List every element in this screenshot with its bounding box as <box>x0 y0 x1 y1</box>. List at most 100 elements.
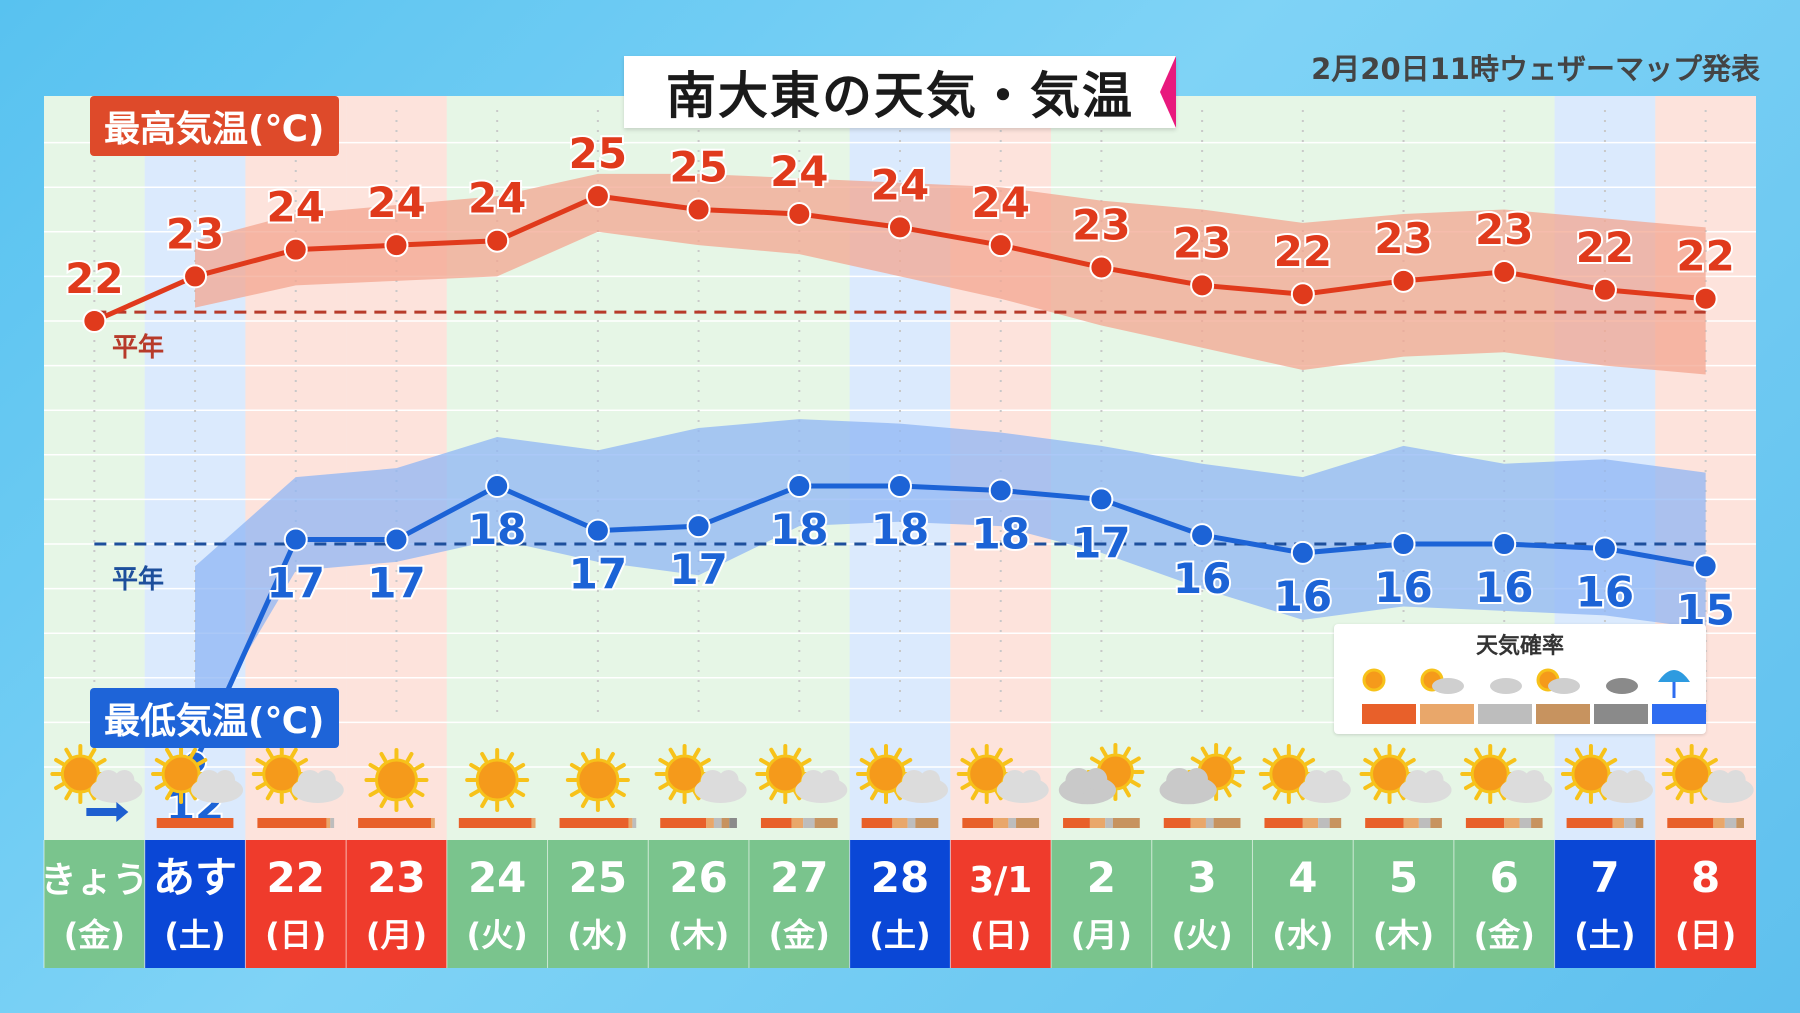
max-temp-band <box>195 173 1706 375</box>
issued-timestamp: 2月20日11時ウェザーマップ発表 <box>1311 52 1760 86</box>
sun-icon <box>1362 668 1386 692</box>
max-temp-value-label: 22 <box>1676 232 1734 281</box>
weather-probability-segment <box>791 818 804 828</box>
min-temp-value-label: 17 <box>1072 518 1130 567</box>
max-temp-point <box>1693 286 1718 311</box>
max-temp-point <box>1190 273 1215 298</box>
date-label: 23 <box>367 853 425 902</box>
date-label: きょう <box>40 860 148 901</box>
max-temp-point <box>384 233 409 258</box>
weekday-label: (月) <box>366 916 427 954</box>
min-temp-value-label: 17 <box>669 545 727 594</box>
weekday-label: (金) <box>64 916 125 954</box>
min-temp-value-label: 16 <box>1374 563 1432 612</box>
cloud-sun-icon <box>1058 743 1145 805</box>
max-temp-value-label: 24 <box>367 178 425 227</box>
max-temp-point <box>686 197 711 222</box>
max-temp-label: 最高気温(℃) <box>90 96 339 156</box>
sun-cloud-icon <box>956 744 1049 804</box>
sun-icon <box>565 748 630 812</box>
weather-probability-segment <box>915 818 939 828</box>
weather-probability-segment <box>729 818 737 828</box>
weather-probability-segment <box>892 818 908 828</box>
date-cell <box>1252 840 1354 968</box>
weather-probability-segment <box>721 818 730 828</box>
max-temp-point <box>82 309 107 333</box>
weekday-label: (日) <box>265 916 326 954</box>
title-right-tab <box>1160 56 1176 128</box>
max-temp-point <box>888 215 912 240</box>
weather-probability-segment <box>713 818 722 828</box>
weather-probability-segment <box>257 818 327 828</box>
min-temp-point <box>1693 554 1718 579</box>
legend-swatch <box>1478 704 1532 724</box>
weather-probability-segment <box>993 818 1009 828</box>
weather-probability-segment <box>1063 818 1090 828</box>
weather-probability-segment <box>1624 818 1636 828</box>
weather-probability-segment <box>1264 818 1303 828</box>
weather-probability-segment <box>660 818 707 828</box>
min-temp-point <box>1492 532 1517 556</box>
date-cell <box>849 840 951 968</box>
weather-probability-segment <box>330 818 335 828</box>
max-temp-point <box>787 201 812 226</box>
date-cell <box>44 840 145 968</box>
cloud-icon <box>1490 678 1522 694</box>
weather-probability-segment <box>1531 818 1543 828</box>
sun-cloud-icon <box>856 744 948 804</box>
max-temp-point <box>988 233 1013 258</box>
date-cell <box>346 840 447 968</box>
date-label: あす <box>153 853 237 902</box>
legend-swatch <box>1536 704 1590 724</box>
weather-probability-segment <box>1566 818 1613 828</box>
weather-probability-segment <box>706 818 714 828</box>
weekday-label: (土) <box>1574 916 1635 954</box>
min-temp-point <box>485 474 510 499</box>
max-temp-value-label: 23 <box>1374 214 1432 263</box>
weather-probability-segment <box>1713 818 1725 828</box>
legend-swatch <box>1594 704 1648 724</box>
weather-probability-segment <box>1190 818 1206 828</box>
sun-cloud-icon <box>1258 744 1351 804</box>
date-cell <box>1655 840 1756 968</box>
sun-icon <box>465 748 530 812</box>
max-temp-value-label: 22 <box>65 254 123 303</box>
normal-high-label: 平年 <box>112 332 164 363</box>
weather-probability-segment <box>1105 818 1113 828</box>
date-cell <box>1453 840 1555 968</box>
date-cell <box>144 840 246 968</box>
date-cell <box>950 840 1052 968</box>
weekday-label: (土) <box>869 916 930 954</box>
max-temp-point <box>1391 268 1416 293</box>
sun-cloud-icon <box>251 744 344 804</box>
sun-cloud-icon <box>1460 744 1553 804</box>
weather-probability-segment <box>1403 818 1419 828</box>
legend-swatch <box>1362 704 1416 724</box>
weekday-label: (日) <box>970 916 1031 954</box>
sun-cloud-icon <box>1560 744 1653 804</box>
weather-probability-segment <box>760 818 792 828</box>
weather-probability-segment <box>1635 818 1644 828</box>
min-temp-point <box>1190 523 1215 548</box>
date-cell <box>1353 840 1454 968</box>
max-temp-point <box>1492 259 1517 284</box>
weather-probability-segment <box>628 818 633 828</box>
min-temp-value-label: 18 <box>871 505 929 554</box>
date-label: 7 <box>1590 853 1619 902</box>
date-label: 5 <box>1389 853 1418 902</box>
date-label: 24 <box>468 853 526 902</box>
weekday-label: (木) <box>668 916 729 954</box>
min-temp-value-label: 16 <box>1576 567 1634 616</box>
date-cell <box>446 840 548 968</box>
min-temp-band <box>195 419 1706 741</box>
weather-probability-segment <box>1612 818 1625 828</box>
date-cell <box>748 840 850 968</box>
weekday-label: (火) <box>1171 916 1232 954</box>
weather-probability-segment <box>1430 818 1442 828</box>
weather-probability-segment <box>1016 818 1040 828</box>
min-temp-value-label: 18 <box>468 505 526 554</box>
weather-probability-segment <box>907 818 916 828</box>
date-label: 28 <box>871 853 929 902</box>
sun-cloud-icon <box>151 744 244 804</box>
weather-probability-segment <box>1504 818 1520 828</box>
